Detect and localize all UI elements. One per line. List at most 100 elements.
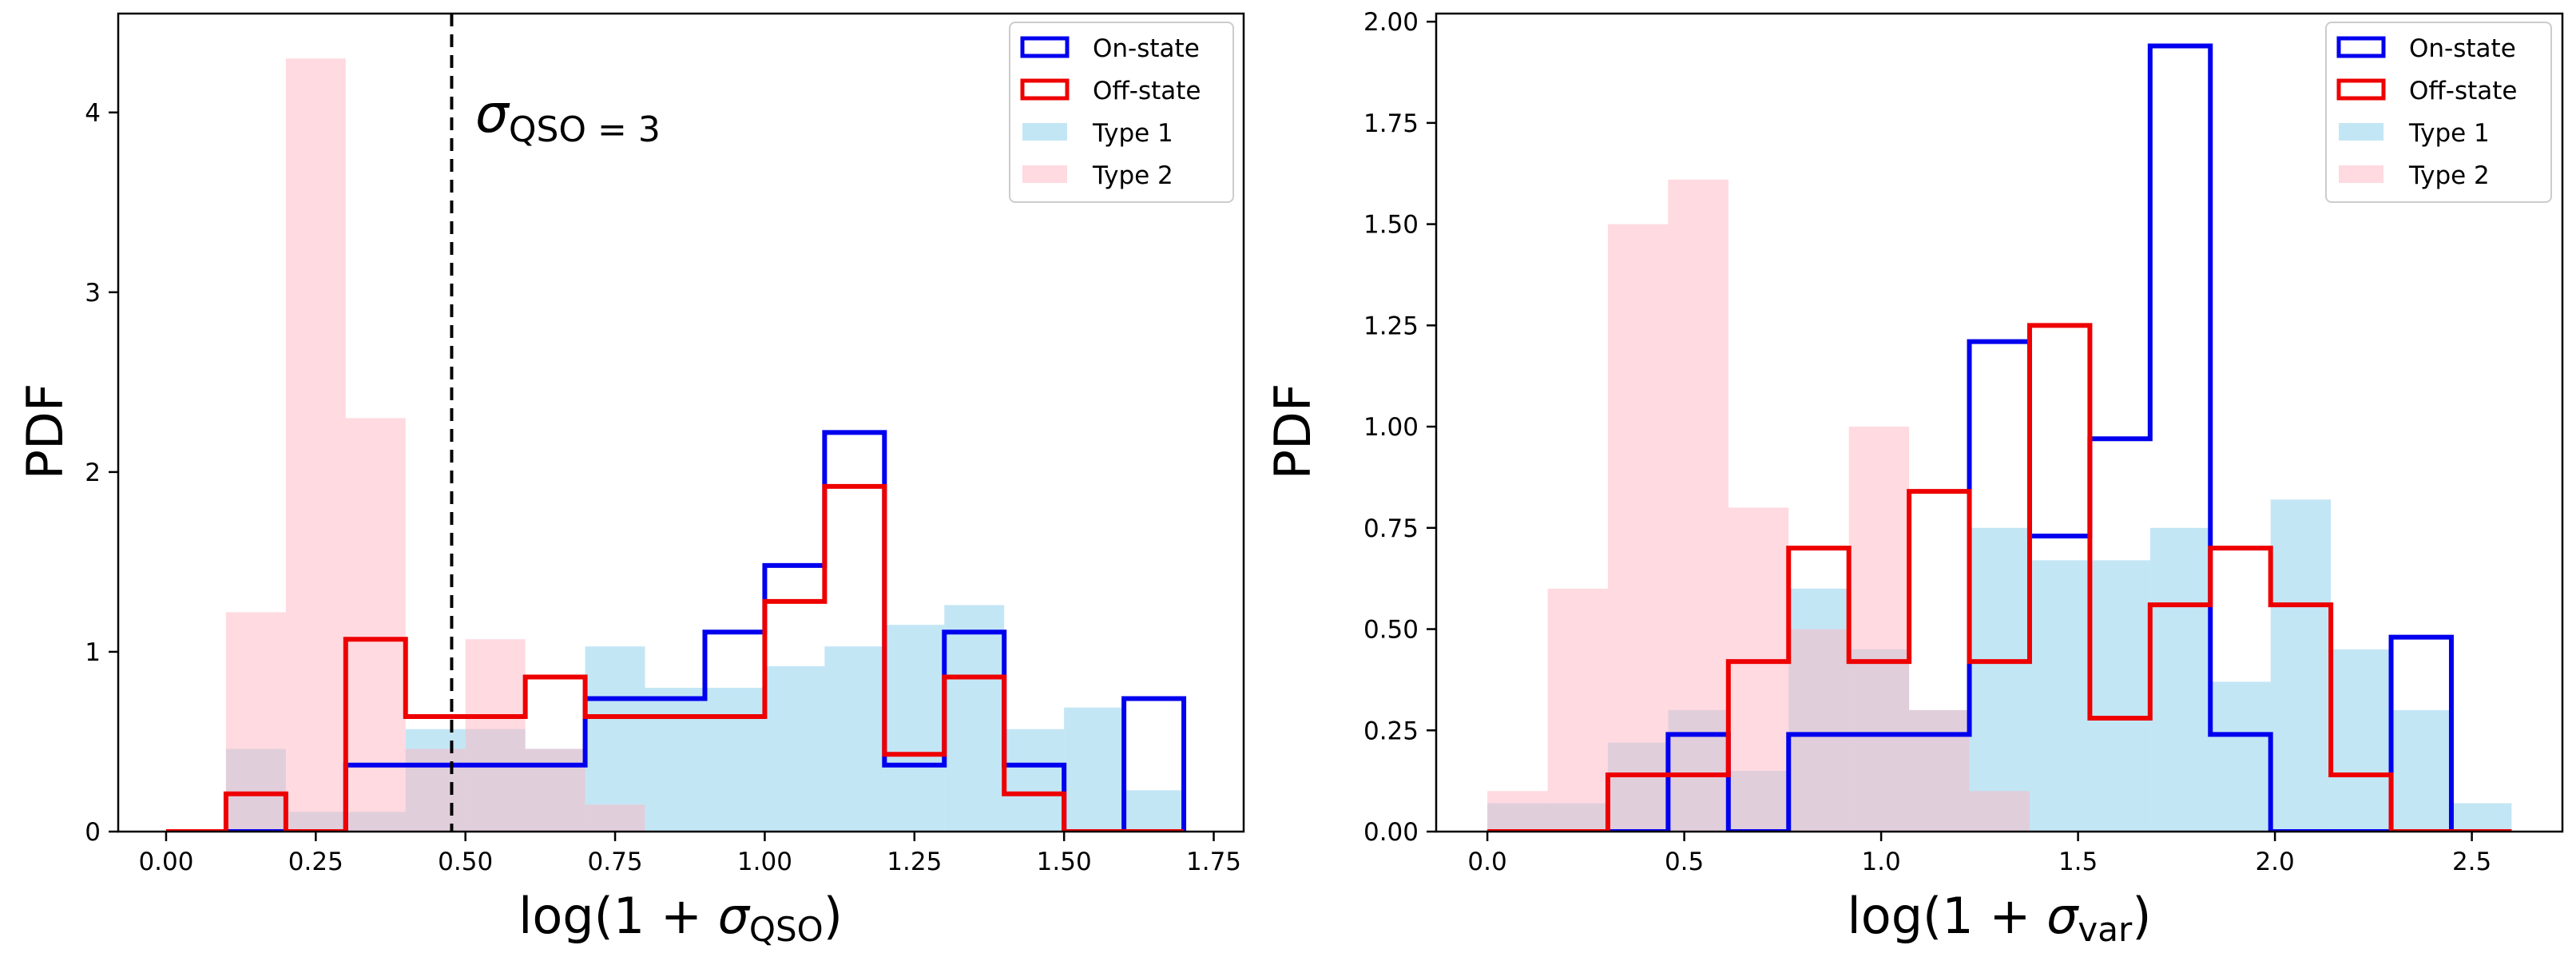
legend-label-type1: Type 1 [2408,119,2490,148]
bar-type1-15 [1064,707,1125,832]
step-on-state [165,430,1187,832]
bar-type2-4 [1728,507,1789,832]
bar-type2-7 [1909,709,1970,832]
chart-left: 0.00 0.25 0.50 0.75 1.00 1.25 1.50 1.75 0 1 2 3 4 l… [16,12,1245,949]
bar-type1-8 [645,687,705,832]
x-ticks-left: 0.00 0.25 0.50 0.75 1.00 1.25 1.50 1.75 [138,832,1241,876]
legend-label-off-state: Off-state [1093,77,1201,105]
bar-type2-2 [1607,224,1669,832]
legend-label-type2: Type 2 [2408,161,2490,190]
x-tick-label: 1.75 [1186,848,1241,876]
bar-type1-10 [2090,560,2150,832]
x-tick-label: 1.0 [1861,848,1900,876]
bar-type1-7 [585,646,645,832]
x-tick-label: 2.5 [2452,848,2491,876]
bar-type2-5 [1788,629,1849,832]
bar-type2-6 [1848,427,1910,832]
bar-type1-11 [2149,527,2211,832]
x-tick-label: 1.50 [1037,848,1092,876]
y-tick-label: 4 [85,99,101,128]
bar-type2-6 [525,749,585,832]
x-tick-label: 0.25 [288,848,343,876]
bar-type2-4 [405,749,466,832]
x-tick-label: 1.25 [887,848,942,876]
legend-swatch-type1 [1022,123,1067,141]
bar-type2-3 [1668,179,1729,832]
axes-frame-left [117,12,1245,833]
legend-swatch-off-state [1020,78,1070,101]
bar-type1-16 [1124,790,1185,832]
axes-frame-right [1435,12,2564,833]
legend-label-off-state: Off-state [2409,77,2517,105]
plot-area-right [1487,43,2512,832]
y-tick-label: 0.25 [1363,717,1419,745]
y-axis-label-right: PDF [1264,383,1322,480]
y-tick-label: 1.75 [1363,109,1419,138]
bar-type1-9 [705,687,765,832]
bar-type2-5 [465,639,526,832]
x-tick-label: 0.00 [138,848,193,876]
y-tick-label: 2 [85,459,101,487]
x-tick-label: 0.5 [1665,848,1704,876]
bar-type1-10 [764,665,825,832]
bar-type1-13 [944,605,1005,832]
legend-swatch-type2 [1022,165,1067,183]
bar-type1-14 [1004,729,1065,832]
bar-type1-16 [2451,803,2512,832]
bar-type2-3 [345,418,406,832]
bar-type1-14 [2331,649,2391,832]
legend-swatch-on-state [1020,36,1070,58]
x-tick-label: 0.75 [588,848,643,876]
y-ticks-left: 0 1 2 3 4 [85,99,118,847]
y-tick-label: 0 [85,818,101,847]
legend-left: On-state Off-state Type 1 Type 2 [1009,22,1234,203]
legend-frame [2325,22,2552,203]
y-ticks-right: 0.00 0.25 0.50 0.75 1.00 1.25 1.50 1.75 2.00 [1363,8,1436,847]
x-tick-label: 2.0 [2255,848,2294,876]
y-tick-label: 3 [85,279,101,308]
bar-type1-11 [824,646,885,832]
x-tick-label: 1.5 [2058,848,2098,876]
y-tick-label: 1 [85,638,101,667]
bar-type1-8 [1969,527,2030,832]
bar-type2-1 [1547,588,1608,832]
x-tick-label: 0.50 [438,848,493,876]
sigma-annotation: σQSO = 3 [475,83,661,150]
y-tick-label: 1.50 [1363,211,1419,240]
bar-type1-9 [2029,560,2090,832]
y-tick-label: 0.50 [1363,616,1419,645]
bar-type1-12 [2210,681,2271,832]
bar-type2-1 [225,612,286,832]
step-off-state [165,483,1185,832]
y-tick-label: 1.00 [1363,413,1419,442]
step-off-state [1487,323,2512,832]
x-tick-label: 0.0 [1467,848,1506,876]
legend-label-type1: Type 1 [1092,119,1173,148]
bar-type1-13 [2270,499,2332,832]
legend-swatch-on-state [2336,36,2386,58]
bar-type2-8 [1969,791,2030,832]
legend-swatch-type1 [2339,123,2383,141]
legend-right: On-state Off-state Type 1 Type 2 [2325,22,2552,203]
bar-type1-12 [884,625,945,832]
x-tick-label: 1.00 [737,848,792,876]
legend-label-on-state: On-state [1093,34,1200,63]
x-ticks-right: 0.0 0.5 1.0 1.5 2.0 2.5 [1467,832,2491,876]
y-tick-label: 0.75 [1363,514,1419,543]
legend-swatch-off-state [2336,78,2386,101]
legend-label-on-state: On-state [2409,34,2516,63]
y-tick-label: 1.25 [1363,312,1419,340]
legend-label-type2: Type 2 [1092,161,1173,190]
bar-type2-7 [585,804,645,832]
x-axis-label-left: log(1 + σQSO) [518,887,843,949]
legend-frame [1009,22,1234,203]
x-axis-label-right: log(1 + σvar) [1848,887,2152,949]
plot-area-left [165,58,1187,832]
bar-type2-0 [1487,791,1548,832]
legend-swatch-type2 [2339,165,2383,183]
y-tick-label: 0.00 [1363,818,1419,847]
chart-right: 0.0 0.5 1.0 1.5 2.0 2.5 0.00 0.25 0.50 0.75 1.00 1… [1264,8,2564,949]
y-axis-label-left: PDF [16,383,74,480]
bar-type2-2 [285,58,346,832]
